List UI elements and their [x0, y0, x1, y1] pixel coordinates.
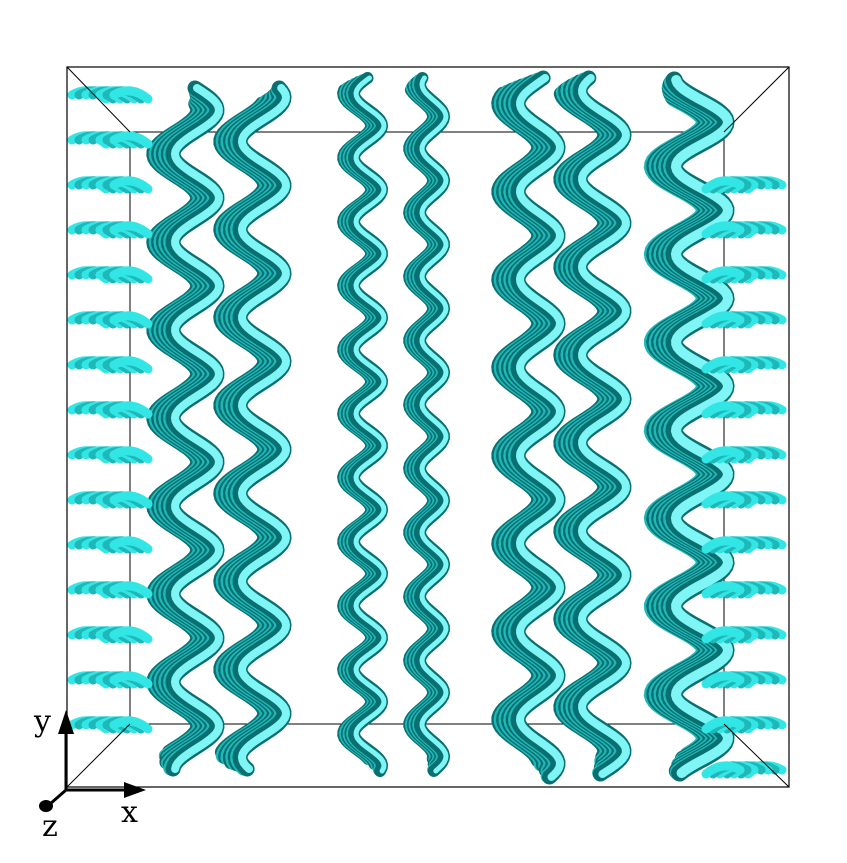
z-axis-arrowhead [39, 800, 53, 812]
edge-ribbon-segment [701, 311, 745, 329]
x-axis-label: x [121, 795, 138, 830]
z-axis-line [49, 788, 67, 806]
edge-ribbon-segment [701, 176, 745, 194]
helix-ribbon-strand-highlight [515, 74, 565, 781]
helix-ribbon-strand-highlight [353, 75, 387, 774]
edge-ribbon-row [67, 221, 153, 239]
helix-ribbon-strand-highlight [577, 74, 631, 778]
edge-ribbon-row [701, 491, 787, 509]
edge-ribbon-row [701, 266, 787, 284]
edge-ribbon-row [701, 716, 787, 734]
edge-ribbon-row [67, 86, 153, 104]
edge-ribbon-segment [109, 221, 153, 239]
edge-ribbon-segment [109, 536, 153, 554]
edge-ribbon-segment [701, 356, 745, 374]
edge-ribbon-row [67, 176, 153, 194]
edge-ribbon-segment [109, 446, 153, 464]
edge-ribbon-row [701, 176, 787, 194]
edge-ribbon-segment [109, 356, 153, 374]
edge-ribbon-row [67, 581, 153, 599]
x-axis-arrowhead [124, 782, 146, 798]
edge-ribbon-row [701, 311, 787, 329]
edge-ribbon-row [67, 491, 153, 509]
edge-ribbon-segment [701, 581, 745, 599]
edge-ribbon-row [67, 446, 153, 464]
helix-ribbon-strand-highlight [419, 75, 449, 774]
helix-ribbon-column [403, 72, 451, 777]
edge-ribbon-segment [109, 401, 153, 419]
axis-triad: y x z [33, 704, 146, 844]
helix-ribbon-strand-highlight [670, 75, 734, 778]
edge-ribbon-row [701, 536, 787, 554]
box-edge-bottom-left [66, 723, 131, 788]
bounding-box-front [66, 66, 790, 788]
bounding-box-front-face [66, 66, 790, 788]
edge-ribbon-row [701, 356, 787, 374]
edge-ribbon-segment [109, 581, 153, 599]
helix-ribbon-column [491, 70, 566, 785]
helix-ribbon-column [213, 80, 292, 777]
edge-ribbon-segment [701, 221, 745, 239]
y-axis-label: y [33, 704, 51, 739]
edge-ribbon-segment [109, 671, 153, 689]
helix-ribbon-strand-highlight [237, 84, 291, 773]
edge-ribbon-segment [109, 266, 153, 284]
edge-ribbon-row [67, 401, 153, 419]
helix-ribbon-column [337, 72, 389, 777]
edge-ribbon-row [67, 311, 153, 329]
edge-ribbon-row [701, 671, 787, 689]
edge-ribbon-segment [109, 176, 153, 194]
edge-ribbon-row [701, 446, 787, 464]
edge-ribbon-row [67, 716, 153, 734]
edge-ribbon-row [701, 401, 787, 419]
box-edge-top-right [723, 66, 790, 133]
helix-ribbon-column [146, 80, 225, 777]
edge-ribbon-row [67, 671, 153, 689]
edge-ribbon-row [67, 266, 153, 284]
edge-ribbon-segment [701, 626, 745, 644]
edge-ribbon-segment [109, 311, 153, 329]
helix-ribbon-column [643, 71, 735, 782]
edge-ribbon-segment [701, 536, 745, 554]
edge-ribbon-segment [701, 671, 745, 689]
edge-ribbon-segment [701, 401, 745, 419]
edge-ribbon-row [701, 221, 787, 239]
edge-ribbon-segment [701, 491, 745, 509]
edge-ribbon-segment [701, 266, 745, 284]
edge-ribbon-segment [701, 716, 745, 734]
edge-ribbon-row [67, 131, 153, 149]
edge-ribbon-segment [701, 446, 745, 464]
edge-ribbon-row [701, 581, 787, 599]
edge-ribbon-row [67, 626, 153, 644]
edge-ribbon-segment [109, 131, 153, 149]
edge-ribbon-segment [701, 761, 745, 779]
edge-ribbon-segment [109, 716, 153, 734]
helix-ribbon-layer [67, 70, 787, 785]
edge-ribbon-row [701, 761, 787, 779]
z-axis-label: z [42, 809, 58, 844]
box-edge-bottom-right [723, 723, 790, 788]
edge-ribbon-row [67, 536, 153, 554]
helix-ribbon-column [553, 70, 632, 782]
edge-ribbon-row [67, 356, 153, 374]
edge-ribbon-segment [109, 86, 153, 104]
y-axis-arrowhead [58, 710, 74, 734]
edge-ribbon-row [701, 626, 787, 644]
edge-ribbon-segment [109, 491, 153, 509]
box-edge-top-left [66, 66, 131, 133]
helix-ribbon-strand-highlight [170, 84, 224, 773]
edge-ribbon-segment [109, 626, 153, 644]
